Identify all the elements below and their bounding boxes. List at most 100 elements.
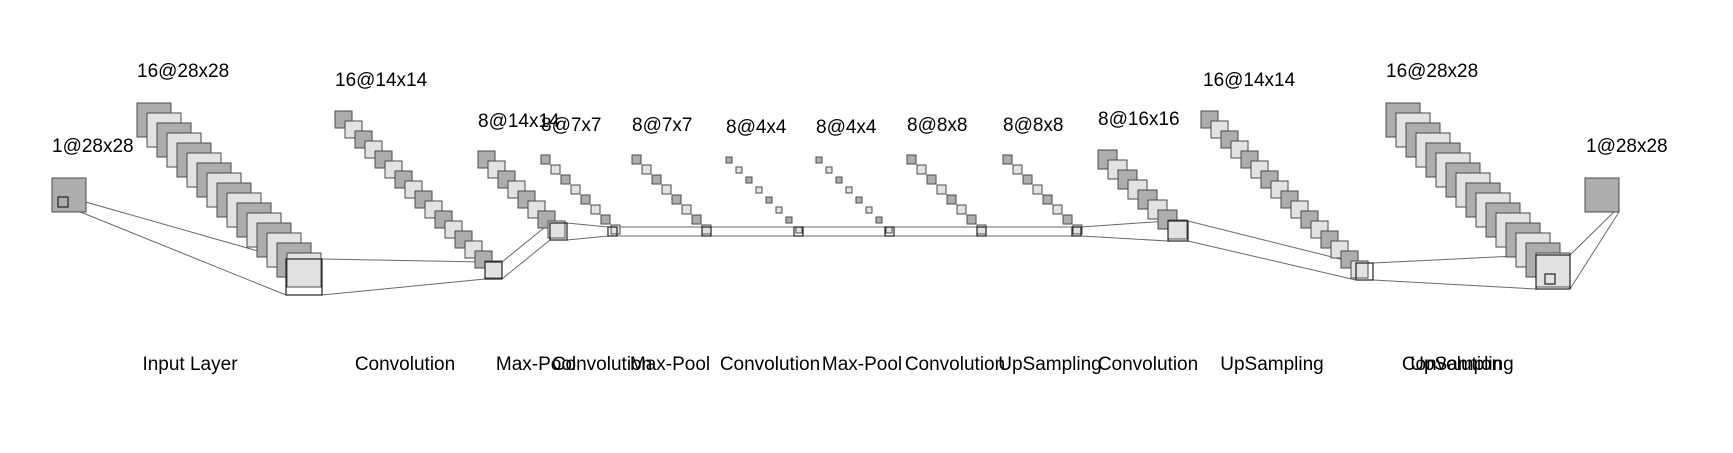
feature-map <box>550 164 561 175</box>
kernel-box <box>793 226 804 237</box>
layer-stack-10 <box>1097 149 1188 240</box>
feature-map <box>1042 194 1053 205</box>
kernel-box <box>1355 262 1374 281</box>
layer-name-label: Convolution <box>720 354 820 375</box>
feature-map <box>681 204 692 215</box>
feature-map <box>825 166 833 174</box>
feature-map <box>651 174 662 185</box>
feature-map <box>765 196 773 204</box>
feature-map <box>661 184 672 195</box>
layer-stack-2 <box>334 110 503 279</box>
layer-size-label: 8@7x7 <box>541 115 602 136</box>
connector-line <box>1569 211 1620 290</box>
kernel-box <box>1167 220 1189 242</box>
feature-map <box>580 194 591 205</box>
feature-map <box>865 206 873 214</box>
connector-line <box>1372 279 1537 290</box>
layer-name-label: Max-Pool <box>822 354 902 375</box>
kernel-boxes <box>57 196 1571 296</box>
connector-line <box>1569 206 1620 256</box>
feature-map <box>1535 252 1571 288</box>
connector-line <box>501 222 551 263</box>
feature-map <box>1012 164 1023 175</box>
kernel-box <box>1535 254 1571 290</box>
layer-size-label: 16@28x28 <box>1386 61 1478 82</box>
layer-size-label: 8@7x7 <box>632 115 693 136</box>
feature-map <box>835 176 843 184</box>
kernel-box <box>884 226 895 237</box>
kernel-box <box>549 222 568 241</box>
feature-map <box>966 214 977 225</box>
feature-map <box>906 154 917 165</box>
feature-map <box>946 194 957 205</box>
connector-line <box>1080 235 1169 242</box>
feature-map <box>547 220 566 239</box>
feature-map <box>286 252 322 288</box>
kernel-box <box>57 196 69 208</box>
connector-line <box>321 278 486 296</box>
feature-map <box>671 194 682 205</box>
layer-name-label: UpSampling <box>998 354 1102 375</box>
layer-name-label: Convolution <box>552 354 652 375</box>
layer-stack-12 <box>1385 102 1571 288</box>
layer-size-label: 1@28x28 <box>1586 136 1668 157</box>
layer-name-label: UpSampling <box>1220 354 1324 375</box>
feature-map <box>51 177 87 213</box>
layer-name-label: Convolution <box>1402 354 1502 375</box>
layer-size-label: 16@14x14 <box>335 70 428 91</box>
layer-stack-5 <box>631 154 712 235</box>
layer-stack-8 <box>906 154 987 235</box>
layer-name-label: Convolution <box>1098 354 1198 375</box>
kernel-box <box>285 258 323 296</box>
connector-line <box>501 239 551 280</box>
feature-map <box>540 154 551 165</box>
feature-map <box>600 214 611 225</box>
layer-size-label: 8@8x8 <box>1003 115 1064 136</box>
feature-map <box>691 214 702 225</box>
layer-stack-6 <box>725 156 803 234</box>
layer-name-label: Convolution <box>905 354 1005 375</box>
feature-map <box>610 224 621 235</box>
feature-map <box>484 260 503 279</box>
feature-map <box>1072 224 1083 235</box>
feature-map <box>641 164 652 175</box>
layer-stack-0 <box>51 177 87 213</box>
layer-labels: Input Layer Convolution Max-PoolConvolutio… <box>142 354 1513 375</box>
connector-line <box>321 258 486 263</box>
feature-map <box>725 156 733 164</box>
feature-map <box>785 216 793 224</box>
layer-size-label: 1@28x28 <box>52 136 134 157</box>
layer-size-label: 8@16x16 <box>1098 109 1180 130</box>
feature-map <box>956 204 967 215</box>
connector-line <box>1187 220 1357 264</box>
feature-map <box>590 204 601 215</box>
feature-map <box>1032 184 1043 195</box>
feature-map <box>701 224 712 235</box>
layer-name-label: Input Layer <box>142 354 238 375</box>
layer-stack-13 <box>1584 177 1620 213</box>
feature-map <box>1167 219 1188 240</box>
layer-stack-1 <box>136 102 322 288</box>
feature-map <box>875 216 883 224</box>
kernel-box <box>1071 226 1082 237</box>
feature-map <box>1052 204 1063 215</box>
kernel-box <box>976 226 987 237</box>
feature-map <box>976 224 987 235</box>
layer-name-label: UpSampling <box>1410 354 1514 375</box>
feature-map <box>1062 214 1073 225</box>
feature-map <box>855 196 863 204</box>
layer-stack-4 <box>540 154 621 235</box>
connector-line <box>566 222 609 228</box>
layer-name-label: Max-Pool <box>496 354 576 375</box>
feature-map <box>845 186 853 194</box>
kernel-box <box>701 226 712 237</box>
feature-map <box>936 184 947 195</box>
layer-size-label: 8@4x4 <box>726 117 787 138</box>
kernel-box <box>1544 273 1556 285</box>
layer-size-label: 16@28x28 <box>137 61 229 82</box>
layer-stack-11 <box>1200 110 1369 279</box>
feature-map <box>885 226 893 234</box>
connector-line <box>566 235 609 241</box>
feature-map <box>916 164 927 175</box>
